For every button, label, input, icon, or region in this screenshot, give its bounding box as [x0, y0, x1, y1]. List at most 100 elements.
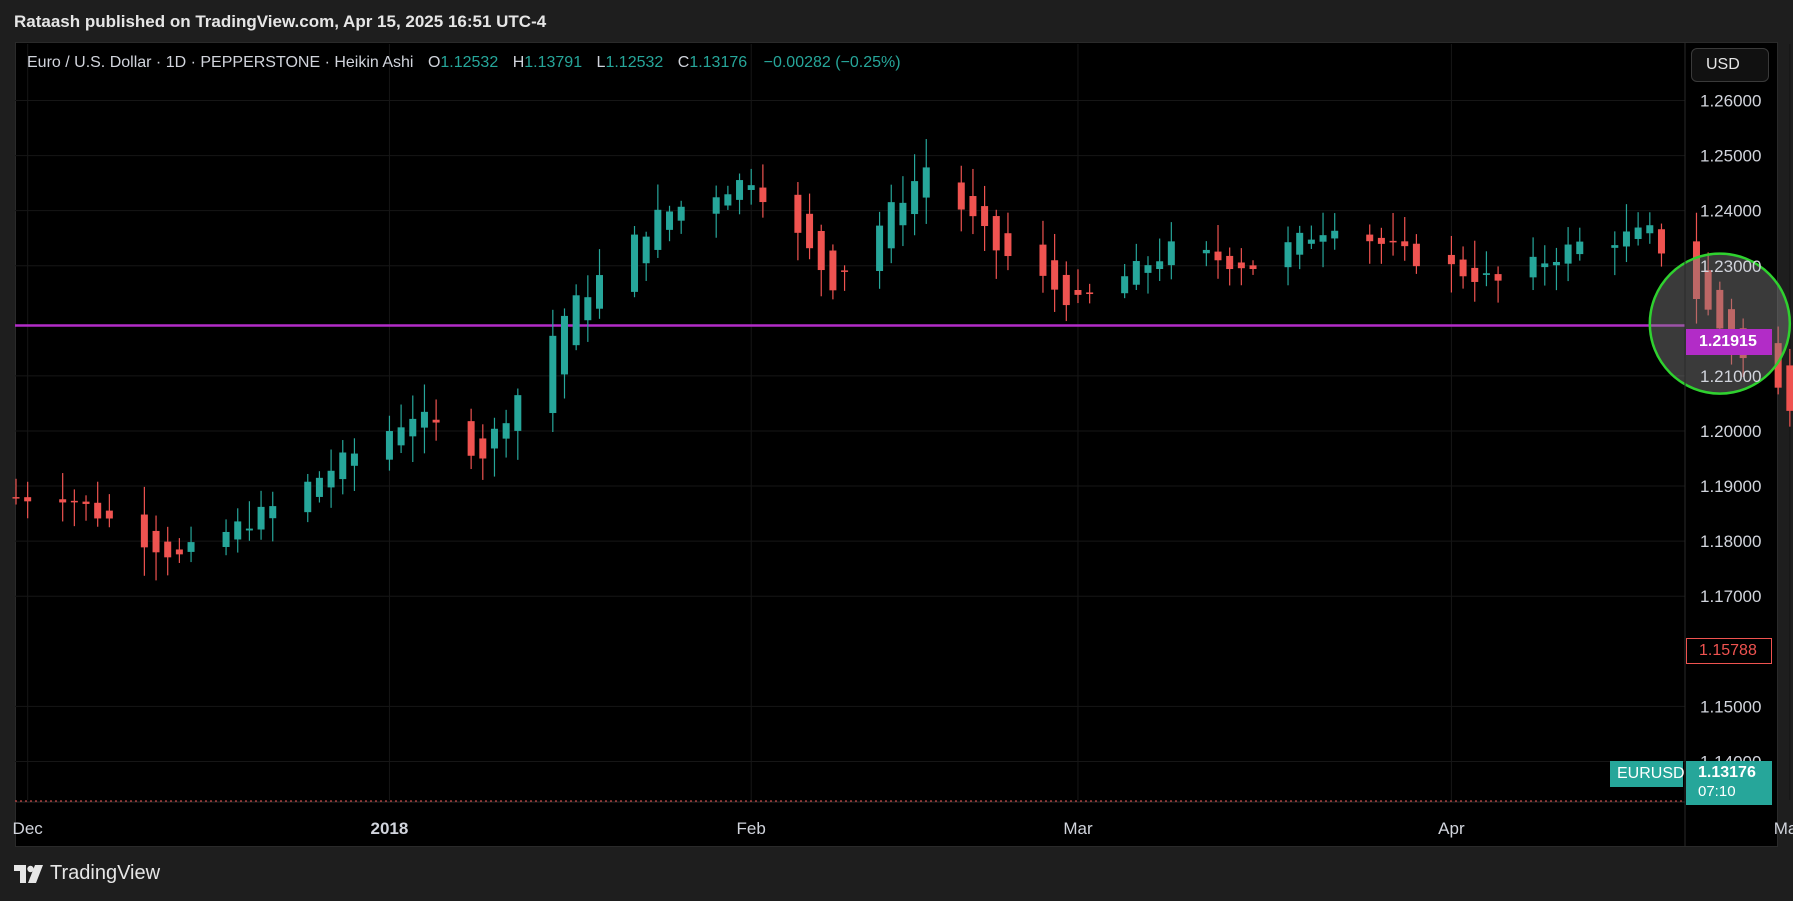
candle-body [479, 438, 487, 459]
candle-body [152, 530, 160, 553]
candle-body [59, 499, 67, 503]
x-tick-label: Feb [737, 819, 766, 838]
candle-body [397, 427, 405, 446]
candle-body [1727, 309, 1735, 348]
candle-body [1634, 227, 1642, 239]
published-info: Rataash published on TradingView.com, Ap… [14, 12, 547, 31]
candle-body [677, 206, 685, 221]
candle-body [1529, 256, 1537, 278]
candle-body [666, 211, 674, 230]
candle-body [105, 510, 113, 519]
y-tick-label: 1.25000 [1700, 147, 1761, 166]
hline-price-value: 1.21915 [1699, 333, 1757, 350]
y-tick-label: 1.24000 [1700, 202, 1761, 221]
candle-body [222, 531, 230, 548]
candle-body [992, 216, 1000, 251]
header-bar: Rataash published on TradingView.com, Ap… [0, 0, 1793, 42]
candle-body [1692, 241, 1700, 299]
candle-body [981, 206, 989, 227]
candle-body [1482, 273, 1490, 275]
candle-body [642, 236, 650, 264]
candle-body [315, 477, 323, 497]
candle-body [432, 419, 440, 423]
chart-area[interactable] [15, 42, 1778, 847]
candle-body [350, 453, 358, 466]
candle-body [759, 187, 767, 203]
price-axis: 1.26000 1.25000 1.24000 1.23000 1.21000 1.200… [1684, 42, 1761, 846]
candle-body [1051, 260, 1059, 290]
y-tick-label: 1.26000 [1700, 92, 1761, 111]
countdown-timer: 07:10 [1698, 783, 1736, 800]
high-label: H [512, 54, 525, 71]
y-tick-label: 1.19000 [1700, 477, 1761, 496]
candle-body [24, 497, 32, 502]
candle-body [1202, 249, 1210, 254]
y-tick-label: 1.23000 [1700, 257, 1761, 276]
low-value: 1.12532 [605, 54, 664, 71]
candle-body [1307, 239, 1315, 244]
candle-body [747, 185, 755, 190]
candle-body [572, 295, 580, 346]
candle-body [1552, 261, 1560, 266]
candle-body [1704, 270, 1712, 310]
candle-body [1062, 274, 1070, 306]
last-price-tag: 1.15788 [1686, 638, 1772, 664]
current-price-tag: 1.13176 07:10 [1686, 761, 1772, 805]
candle-body [234, 521, 242, 540]
candle-body [1237, 262, 1245, 269]
currency-button[interactable]: USD [1691, 48, 1769, 82]
candle-body [1226, 255, 1234, 270]
candle-body [269, 506, 277, 519]
hline-price-tag: 1.21915 [1686, 329, 1772, 355]
candle-body [911, 181, 919, 215]
candle-body [385, 431, 393, 460]
candle-body [164, 541, 172, 558]
close-label: C [677, 54, 690, 71]
candle-body [1412, 243, 1420, 267]
candle-body [654, 209, 662, 250]
candle-body [257, 506, 265, 530]
candle-body [1786, 365, 1793, 411]
symbol-description[interactable]: Euro / U.S. Dollar · 1D · PEPPERSTONE · … [27, 54, 414, 71]
candle-body [70, 500, 78, 503]
candle-body [724, 194, 732, 206]
last-price-value: 1.15788 [1699, 642, 1757, 659]
candle-body [339, 452, 347, 480]
candle-body [1121, 276, 1129, 294]
candle-body [1716, 289, 1724, 329]
candles-group [12, 139, 1793, 581]
tradingview-icon [14, 864, 43, 883]
candle-body [1774, 343, 1782, 388]
open-value: 1.12532 [440, 54, 499, 71]
candle-body [1471, 267, 1479, 282]
candle-body [736, 180, 744, 200]
candle-body [1319, 235, 1327, 242]
candle-body [1459, 259, 1467, 277]
grid-lines [15, 44, 1791, 802]
y-tick-label: 1.18000 [1700, 532, 1761, 551]
y-tick-label: 1.15000 [1700, 697, 1761, 716]
candle-body [1366, 234, 1374, 242]
candle-body [922, 167, 930, 198]
candle-body [82, 501, 90, 504]
footer-bar [0, 847, 1793, 901]
candle-body [514, 395, 522, 431]
low-label: L [596, 54, 606, 71]
candle-body [1086, 292, 1094, 295]
candle-body [1039, 244, 1047, 276]
candle-body [1144, 265, 1152, 273]
tradingview-logo[interactable]: TradingView [14, 862, 160, 885]
candle-body [327, 470, 335, 488]
candle-body [560, 315, 568, 375]
candle-body [1576, 241, 1584, 255]
candle-body [490, 428, 498, 449]
candle-body [876, 225, 884, 272]
candle-body [1494, 274, 1502, 281]
y-tick-label: 1.20000 [1700, 422, 1761, 441]
candle-body [712, 197, 720, 214]
candle-body [631, 234, 639, 292]
candle-body [1447, 254, 1455, 265]
candle-body [841, 270, 849, 272]
candle-body [596, 275, 603, 309]
